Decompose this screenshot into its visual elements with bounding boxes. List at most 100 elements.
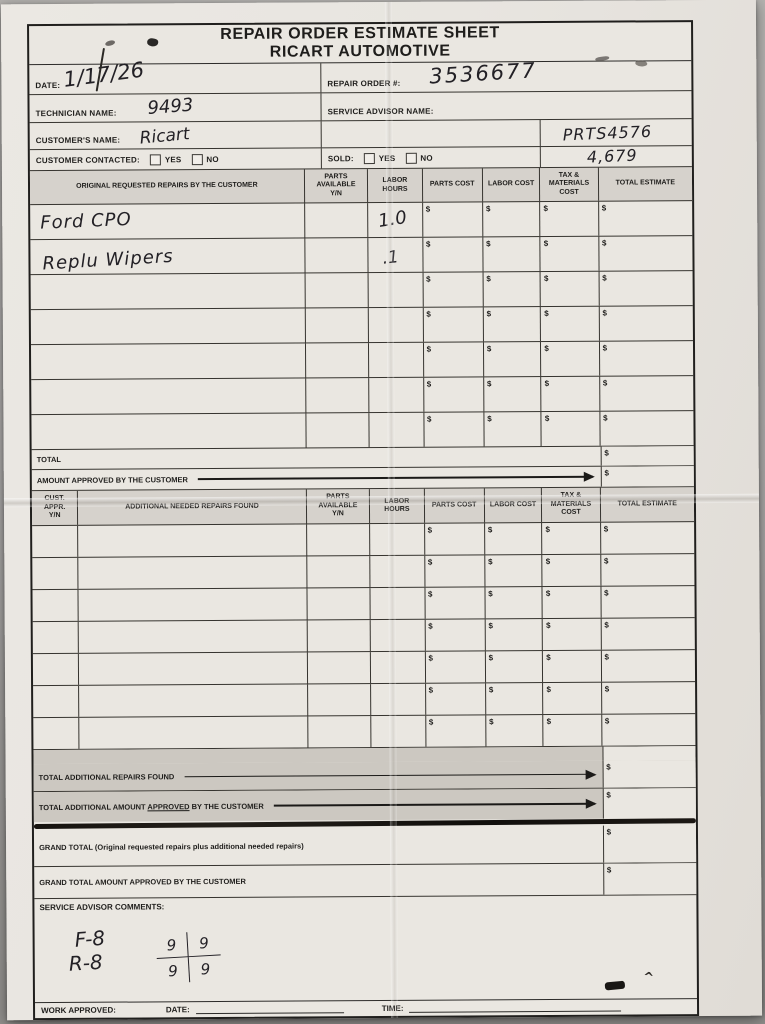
table-row: Ford CPO 1.0 $ $ $ $ bbox=[30, 201, 693, 241]
column-header: PARTS COST bbox=[422, 168, 483, 202]
money-cell: $ bbox=[540, 236, 600, 272]
money-cell: $ bbox=[486, 715, 544, 747]
table-row: $ $ $ $ bbox=[32, 586, 695, 623]
dollar-sign: $ bbox=[427, 557, 433, 567]
dollar-sign: $ bbox=[601, 238, 607, 248]
table-row: $ $ $ $ bbox=[30, 271, 693, 311]
labor-hours-cell bbox=[369, 377, 424, 413]
total-additional-amount-cell: $ bbox=[602, 760, 696, 788]
dollar-sign: $ bbox=[544, 343, 549, 354]
parts-available-cell bbox=[307, 684, 372, 716]
money-cell: $ bbox=[424, 555, 486, 587]
handwritten-repair-description: Ford CPO bbox=[39, 208, 133, 234]
grand-total-row: GRAND TOTAL (Original requested repairs … bbox=[33, 825, 697, 868]
date-label: DATE: bbox=[35, 80, 61, 91]
total-label: TOTAL bbox=[36, 454, 62, 465]
grand-total-amount-cell: $ bbox=[602, 825, 697, 863]
money-cell: $ bbox=[542, 554, 602, 587]
handwritten-date: 1/17/26 bbox=[62, 57, 146, 92]
money-cell: $ bbox=[599, 201, 693, 236]
blank-cell bbox=[321, 120, 541, 148]
labor-hours-cell bbox=[370, 523, 425, 556]
parts-available-cell bbox=[306, 413, 370, 448]
dollar-sign: $ bbox=[604, 652, 609, 662]
money-cell: $ bbox=[485, 555, 543, 587]
parts-available-cell bbox=[305, 378, 370, 413]
column-header: PARTS AVAILABLE Y/N bbox=[306, 489, 371, 524]
handwritten-tread-value: 9 bbox=[200, 959, 211, 978]
dollar-sign: $ bbox=[546, 684, 551, 694]
labor-hours-cell bbox=[370, 619, 426, 652]
money-cell: $ bbox=[599, 236, 693, 271]
money-cell: $ bbox=[424, 523, 486, 555]
form-title-line1: REPAIR ORDER ESTIMATE SHEET bbox=[220, 24, 500, 44]
amount-approved-label: AMOUNT APPROVED BY THE CUSTOMER bbox=[36, 474, 188, 485]
dollar-sign: $ bbox=[546, 652, 551, 662]
customer-name-label: CUSTOMER'S NAME: bbox=[35, 135, 121, 146]
work-approved-label: WORK APPROVED: bbox=[41, 1005, 116, 1016]
column-header: ORIGINAL REQUESTED REPAIRS BY THE CUSTOM… bbox=[29, 169, 305, 205]
column-header: TOTAL ESTIMATE bbox=[617, 499, 677, 508]
money-cell: $ bbox=[602, 682, 696, 714]
money-cell: $ bbox=[425, 715, 487, 747]
repair-order-field: REPAIR ORDER #: 3536677 bbox=[321, 58, 691, 92]
table-row: $ $ $ $ bbox=[32, 554, 695, 591]
labor-hours-cell bbox=[370, 587, 426, 620]
dollar-sign: $ bbox=[488, 557, 493, 567]
handwritten-rear-brakes: R-8 bbox=[68, 949, 104, 976]
customer-contacted-yes-checkbox bbox=[149, 154, 161, 166]
labor-hours-cell bbox=[369, 307, 424, 343]
table-row: $ $ $ $ bbox=[30, 306, 693, 346]
dollar-sign: $ bbox=[426, 344, 432, 354]
parts-available-cell bbox=[305, 238, 369, 273]
money-cell: $ bbox=[425, 587, 486, 619]
dollar-sign: $ bbox=[603, 413, 608, 423]
handwritten-repair-description: Replu Wipers bbox=[41, 245, 175, 275]
original-repairs-rows: Ford CPO 1.0 $ $ $ $ Replu Wipers .1 $ $ $ $ $ $ $ $ $ $ $… bbox=[30, 201, 694, 451]
table-row: $ $ $ $ bbox=[33, 714, 696, 751]
dollar-sign: $ bbox=[487, 414, 492, 424]
sold-label: SOLD: bbox=[327, 154, 354, 164]
service-advisor-field: SERVICE ADVISOR NAME: bbox=[321, 91, 691, 120]
money-cell: $ bbox=[543, 714, 603, 747]
money-cell: $ bbox=[423, 377, 485, 412]
dollar-sign: $ bbox=[426, 309, 431, 319]
repair-description-cell: Ford CPO bbox=[30, 203, 306, 240]
amount-approved-row: AMOUNT APPROVED BY THE CUSTOMER $ bbox=[31, 466, 694, 492]
table-row: $ $ $ $ bbox=[32, 618, 695, 655]
dollar-sign: $ bbox=[604, 588, 609, 598]
total-additional-label: TOTAL ADDITIONAL REPAIRS FOUND bbox=[38, 772, 175, 783]
labor-hours-cell bbox=[369, 342, 424, 378]
handwritten-parts-number: PRTS4576 bbox=[562, 121, 653, 145]
dollar-sign: $ bbox=[602, 378, 608, 388]
money-cell: $ bbox=[425, 651, 486, 683]
money-cell: $ bbox=[422, 237, 484, 272]
yes-label: YES bbox=[164, 155, 182, 165]
dollar-sign: $ bbox=[486, 344, 492, 354]
additional-repairs-rows: $ $ $ $ $ $ $ $ $ $ $ $ $ $ $ $ $ $ $ $ $ $ $ $ $ $ $ $ bbox=[32, 522, 696, 751]
total-additional-approved-row: TOTAL ADDITIONAL AMOUNT APPROVED BY THE … bbox=[33, 788, 696, 823]
money-cell: $ bbox=[483, 307, 542, 342]
dollar-sign: $ bbox=[427, 525, 433, 535]
dollar-sign: $ bbox=[486, 274, 491, 284]
column-header: TAX & MATERIALS COST bbox=[540, 167, 599, 202]
dollar-sign: $ bbox=[601, 203, 607, 213]
customer-approval-cell bbox=[32, 621, 80, 654]
sold-no-checkbox bbox=[405, 152, 417, 164]
handwritten-customer-name: Ricart bbox=[138, 124, 191, 149]
column-header: ADDITIONAL NEEDED REPAIRS FOUND bbox=[78, 489, 307, 525]
dollar-sign: $ bbox=[425, 204, 431, 214]
money-cell: $ bbox=[485, 619, 544, 651]
column-header: TAX & MATERIALS COST bbox=[542, 487, 601, 523]
column-header: LABOR COST bbox=[482, 168, 541, 202]
money-cell: $ bbox=[541, 411, 601, 447]
money-cell: $ bbox=[543, 650, 602, 683]
table-row: Replu Wipers .1 $ $ $ $ bbox=[30, 236, 693, 276]
column-header: LABOR HOURS bbox=[368, 168, 423, 203]
dollar-sign: $ bbox=[486, 239, 491, 249]
dollar-sign: $ bbox=[602, 343, 608, 353]
money-cell: $ bbox=[485, 587, 544, 619]
labor-hours-cell: 1.0 bbox=[368, 202, 423, 238]
amount-approved-cell: $ bbox=[600, 466, 694, 487]
customer-approval-cell bbox=[33, 685, 80, 718]
